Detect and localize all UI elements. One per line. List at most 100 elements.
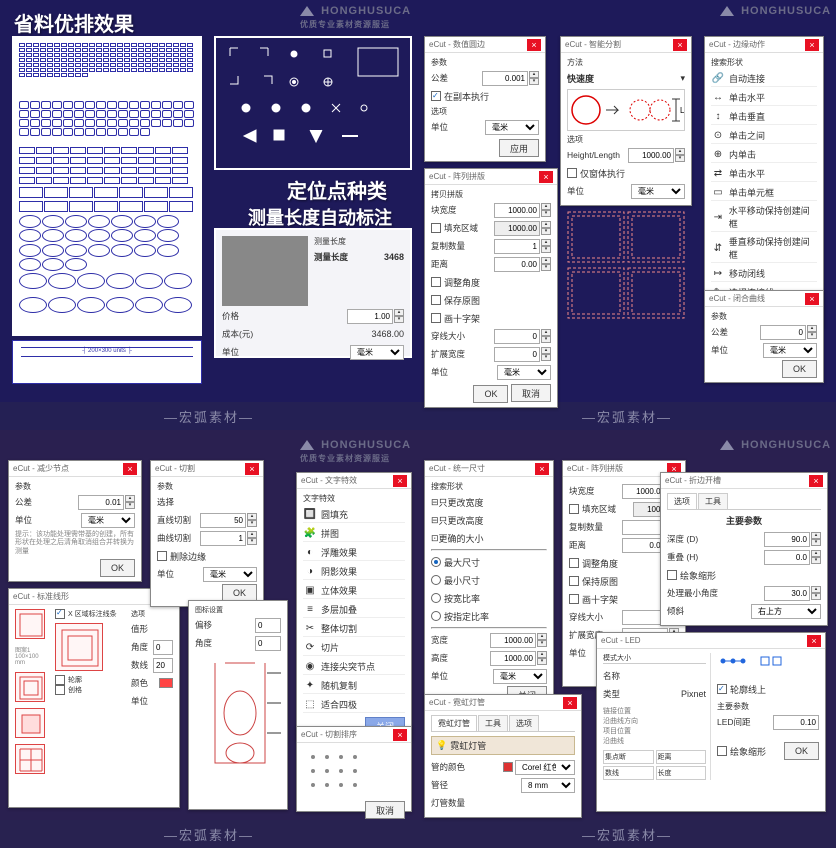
dlg-fold: eCut - 折边开槽× 选项工具 主要参数 深度 (D)▴▾ 重叠 (H)▴▾… <box>660 472 828 626</box>
effect-icon: ◉ <box>303 659 317 673</box>
route-item[interactable]: ▭单击单元框 <box>711 184 817 201</box>
heading-locator: 定位点种类 <box>262 175 412 204</box>
route-icon: ↔ <box>711 90 725 104</box>
split-diagram: L <box>567 89 685 131</box>
nesting-dim-strip: ┤ 200×300 units ├ <box>12 340 202 384</box>
route-icon: ↕ <box>711 109 725 123</box>
unit-select[interactable]: 毫米 <box>350 345 404 360</box>
route-item[interactable]: ⊕内单击 <box>711 146 817 163</box>
text-effect-item[interactable]: ◐浮雕效果 <box>303 544 405 561</box>
effect-icon: ≡ <box>303 602 317 616</box>
dlg-round: eCut - 数值圆边× 参数 公差▴▾ 在副本执行 选项 单位毫米 应用 <box>424 36 546 162</box>
dlg-route: eCut - 边缘动作× 搜索形状 🔗自动连接↔单击水平↕单击垂直⊙单击之间⊕内… <box>704 36 824 328</box>
close-icon[interactable]: × <box>673 39 687 51</box>
route-item[interactable]: ⇥水平移动保持创建间框 <box>711 203 817 232</box>
route-item[interactable]: ↦移动闭线 <box>711 265 817 282</box>
effect-icon: ⬚ <box>303 697 317 711</box>
ok-button[interactable]: OK <box>782 360 817 378</box>
price-input[interactable] <box>347 309 393 324</box>
measure-len: 3468 <box>384 252 404 262</box>
close-icon[interactable]: × <box>245 463 259 475</box>
tab-tools[interactable]: 工具 <box>478 715 508 731</box>
effect-icon: ◑ <box>303 564 317 578</box>
dlg-reduce: eCut - 减少节点× 参数 公差▴▾ 单位毫米 提示：该功能处理需带基的创建… <box>8 460 142 582</box>
dlg-array: eCut - 阵列拼版× 拷贝拼版 块宽度▴▾ 填充区域▴▾ 复制数量▴▾ 距离… <box>424 168 558 408</box>
dlg-unify: eCut - 统一尺寸× 搜索形状 ⊟只更改宽度 ⊟只更改高度 ⊡更确的大小 最… <box>424 460 554 709</box>
effect-icon: ⟳ <box>303 640 317 654</box>
nesting-preview: document.write(Array.from({length:160}).… <box>12 36 202 336</box>
text-effect-item[interactable]: ▣立体效果 <box>303 582 405 599</box>
bulb-icon: 💡 <box>436 740 447 751</box>
text-effect-item[interactable]: ≡多层加叠 <box>303 601 405 618</box>
dlg-diagram: 图标设置 偏移 角度 <box>188 600 288 810</box>
tol-input[interactable] <box>482 71 528 86</box>
close-icon[interactable]: × <box>563 697 577 709</box>
route-icon: ↦ <box>711 266 725 280</box>
dlg-dimension: eCut - 标准线形× 图案1 100×100 mm X 区域标注线条 轮廓 … <box>8 588 180 808</box>
watermark-band-2: —宏弧素材——宏弧素材— <box>0 820 836 848</box>
effect-icon: ✂ <box>303 621 317 635</box>
tab-neon[interactable]: 霓虹灯管 <box>431 715 477 731</box>
tab-opts[interactable]: 选项 <box>509 715 539 731</box>
measure-title: 测量长度 <box>314 236 404 247</box>
close-icon[interactable]: × <box>805 39 819 51</box>
effect-icon: 🔲 <box>303 507 317 521</box>
apply-button[interactable]: 应用 <box>499 139 539 157</box>
heading-nesting: 省料优排效果 <box>14 8 134 37</box>
route-item[interactable]: ↔单击水平 <box>711 89 817 106</box>
route-icon: 🔗 <box>711 71 725 85</box>
text-effect-item[interactable]: ◉连接尖突节点 <box>303 658 405 675</box>
route-icon: ⇵ <box>711 241 725 255</box>
text-effect-item[interactable]: ⬚适合四极 <box>303 696 405 713</box>
cancel-button[interactable]: 取消 <box>511 384 551 402</box>
split-preview <box>564 208 690 328</box>
heading-measure: 测量长度自动标注 <box>220 204 420 230</box>
close-icon[interactable]: × <box>539 171 553 183</box>
led-legend <box>717 653 817 677</box>
svg-text:L: L <box>680 106 684 115</box>
route-item[interactable]: ⊙单击之间 <box>711 127 817 144</box>
close-icon[interactable]: × <box>535 463 549 475</box>
ok-button[interactable]: OK <box>473 385 508 403</box>
close-icon[interactable]: × <box>393 729 407 741</box>
text-effect-item[interactable]: ◑阴影效果 <box>303 563 405 580</box>
close-icon[interactable]: × <box>807 635 821 647</box>
route-item[interactable]: ⇵垂直移动保持创建间框 <box>711 234 817 263</box>
text-effect-item[interactable]: ⟳切片 <box>303 639 405 656</box>
route-item[interactable]: ⇄单击水平 <box>711 165 817 182</box>
effect-icon: ▣ <box>303 583 317 597</box>
effect-icon: 🧩 <box>303 526 317 540</box>
route-icon: ⊕ <box>711 147 725 161</box>
cost-value: 3468.00 <box>371 329 404 339</box>
text-effect-item[interactable]: 🔲圆填充 <box>303 506 405 523</box>
diagram-preview <box>195 653 285 783</box>
watermark-band-1: —宏弧素材——宏弧素材— <box>0 402 836 430</box>
measure-dialog-wrap: 测量长度 测量长度3468 价格▴▾ 成本(元)3468.00 单位毫米 <box>214 228 412 358</box>
dlg-led: eCut - LED× 模式大小 名称 类型Pixnet 链接位置 沿曲线方向 … <box>596 632 826 812</box>
watermark-top-1: HONGHUSUCA 优质专业素材资源服运 <box>300 4 411 30</box>
route-icon: ⇥ <box>711 210 725 224</box>
unit-select[interactable]: 毫米 <box>485 120 539 135</box>
dlg-combine: eCut - 闭合曲线× 参数 公差▴▾ 单位毫米 OK <box>704 290 824 383</box>
text-effect-item[interactable]: ✦随机复制 <box>303 677 405 694</box>
watermark-top-2: HONGHUSUCA <box>720 4 831 18</box>
watermark-mid-2: HONGHUSUCA <box>720 438 831 452</box>
route-item[interactable]: 🔗自动连接 <box>711 70 817 87</box>
close-icon[interactable]: × <box>123 463 137 475</box>
text-effect-item[interactable]: 🧩拼图 <box>303 525 405 542</box>
close-icon[interactable]: × <box>527 39 541 51</box>
route-item[interactable]: ↕单击垂直 <box>711 108 817 125</box>
route-icon: ⇄ <box>711 166 725 180</box>
dlg-text: eCut - 文字特效× 文字特效 🔲圆填充🧩拼图◐浮雕效果◑阴影效果▣立体效果… <box>296 472 412 740</box>
ok-button[interactable]: OK <box>100 559 135 577</box>
close-icon[interactable]: × <box>805 293 819 305</box>
close-icon[interactable]: × <box>809 475 823 487</box>
ok-button[interactable]: OK <box>784 742 819 760</box>
effect-icon: ◐ <box>303 545 317 559</box>
text-effect-item[interactable]: ✂整体切割 <box>303 620 405 637</box>
dlg-neon: eCut - 霓虹灯管× 霓虹灯管 工具 选项 💡霓虹灯管 管的颜色Corel … <box>424 694 582 818</box>
route-icon: ⊙ <box>711 128 725 142</box>
close-icon[interactable]: × <box>393 475 407 487</box>
copy-checkbox[interactable] <box>431 91 441 101</box>
route-icon: ▭ <box>711 185 725 199</box>
